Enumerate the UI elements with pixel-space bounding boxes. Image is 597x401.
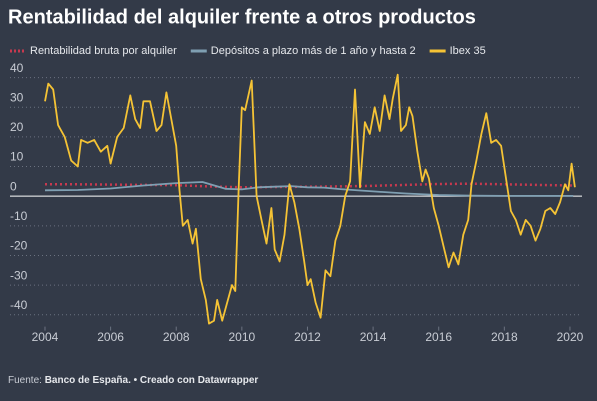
- x-tick-label: 2014: [360, 330, 387, 344]
- x-tick-label: 2008: [163, 330, 190, 344]
- y-tick-label: -40: [10, 298, 28, 312]
- y-tick-label: -30: [10, 268, 28, 282]
- x-tick-label: 2004: [32, 330, 59, 344]
- x-tick-label: 2018: [491, 330, 518, 344]
- chart-title: Rentabilidad del alquiler frente a otros…: [8, 6, 476, 28]
- series-line: [44, 181, 574, 197]
- series-line: [44, 73, 576, 325]
- legend-label: Ibex 35: [450, 45, 486, 57]
- credit: • Creado con Datawrapper: [133, 375, 259, 386]
- source: Banco de España.: [44, 375, 131, 386]
- x-tick-label: 2012: [294, 330, 321, 344]
- chart: Rentabilidad del alquiler frente a otros…: [8, 6, 584, 344]
- y-tick-label: 10: [10, 150, 24, 164]
- footer: Fuente: Banco de España. • Creado con Da…: [8, 375, 258, 386]
- x-tick-label: 2020: [557, 330, 584, 344]
- x-tick-label: 2010: [228, 330, 255, 344]
- y-tick-label: 30: [10, 90, 24, 104]
- legend-label: Depósitos a plazo más de 1 año y hasta 2: [211, 45, 416, 57]
- x-tick-label: 2016: [425, 330, 452, 344]
- y-tick-label: 40: [10, 61, 24, 75]
- y-tick-label: -10: [10, 209, 28, 223]
- y-tick-label: -20: [10, 239, 28, 253]
- legend-label: Rentabilidad bruta por alquiler: [30, 45, 177, 57]
- y-tick-label: 20: [10, 120, 24, 134]
- y-tick-label: 0: [10, 179, 17, 193]
- x-tick-label: 2006: [97, 330, 124, 344]
- source-label: Fuente:: [8, 375, 42, 386]
